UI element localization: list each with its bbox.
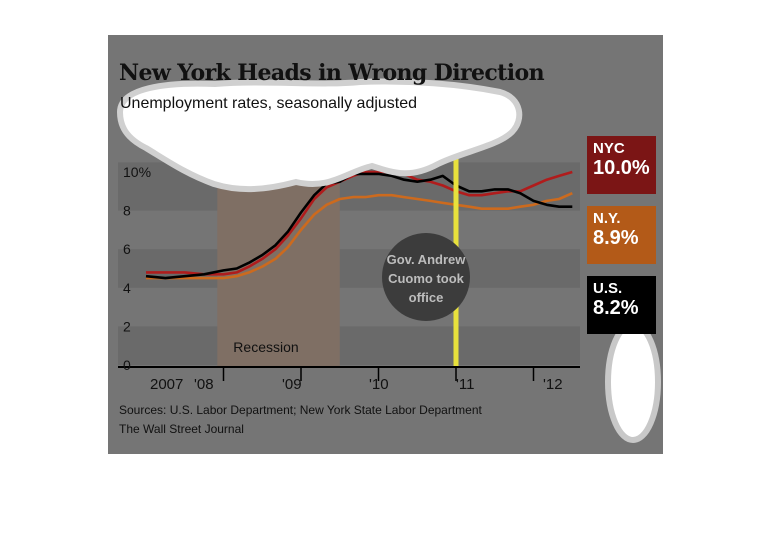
y-tick-label: 8 bbox=[123, 203, 131, 219]
credit-note: The Wall Street Journal bbox=[119, 422, 244, 436]
y-tick-label: 10% bbox=[123, 164, 151, 180]
x-tick-label: '09 bbox=[282, 376, 302, 393]
white-smudge-top bbox=[116, 78, 523, 193]
annotation-line: Gov. Andrew bbox=[387, 252, 467, 267]
grid-band-2 bbox=[118, 326, 580, 365]
grid-band-1 bbox=[118, 249, 580, 288]
annotation-bubble bbox=[382, 233, 470, 321]
y-tick-label: 6 bbox=[123, 241, 131, 257]
x-tick-label: '12 bbox=[543, 376, 563, 393]
annotation-line: office bbox=[409, 290, 444, 305]
series-line-nyc bbox=[146, 170, 573, 276]
x-tick-label: 2007 bbox=[150, 376, 183, 393]
legend-us-value: 8.2% bbox=[593, 297, 639, 319]
y-tick-label: 2 bbox=[123, 318, 131, 334]
y-tick-label: 0 bbox=[123, 357, 131, 373]
legend-ny-name: N.Y. bbox=[593, 210, 621, 227]
series-line-us bbox=[145, 172, 573, 280]
chart-subtitle: Unemployment rates, seasonally adjusted bbox=[120, 95, 418, 112]
chart-title: New York Heads in Wrong Direction bbox=[119, 60, 545, 86]
series-line-ny bbox=[146, 192, 573, 280]
legend-box-us: U.S. 8.2% bbox=[587, 276, 656, 334]
y-tick-label: 4 bbox=[123, 280, 131, 296]
x-tick-label: '08 bbox=[194, 376, 214, 393]
legend-box-ny: N.Y. 8.9% bbox=[587, 206, 656, 264]
legend-us-name: U.S. bbox=[593, 280, 623, 297]
recession-label: Recession bbox=[233, 339, 298, 355]
legend-box-nyc: NYC 10.0% bbox=[587, 136, 656, 194]
sources-note: Sources: U.S. Labor Department; New York… bbox=[119, 403, 482, 417]
legend-nyc-name: NYC bbox=[593, 140, 625, 157]
white-smudge-right bbox=[605, 321, 661, 443]
x-tick-label: '11 bbox=[456, 376, 474, 393]
x-tick-label: '10 bbox=[369, 376, 389, 393]
legend-ny-value: 8.9% bbox=[593, 227, 639, 249]
legend-nyc-value: 10.0% bbox=[593, 157, 650, 179]
annotation-line: Cuomo took bbox=[388, 271, 465, 286]
